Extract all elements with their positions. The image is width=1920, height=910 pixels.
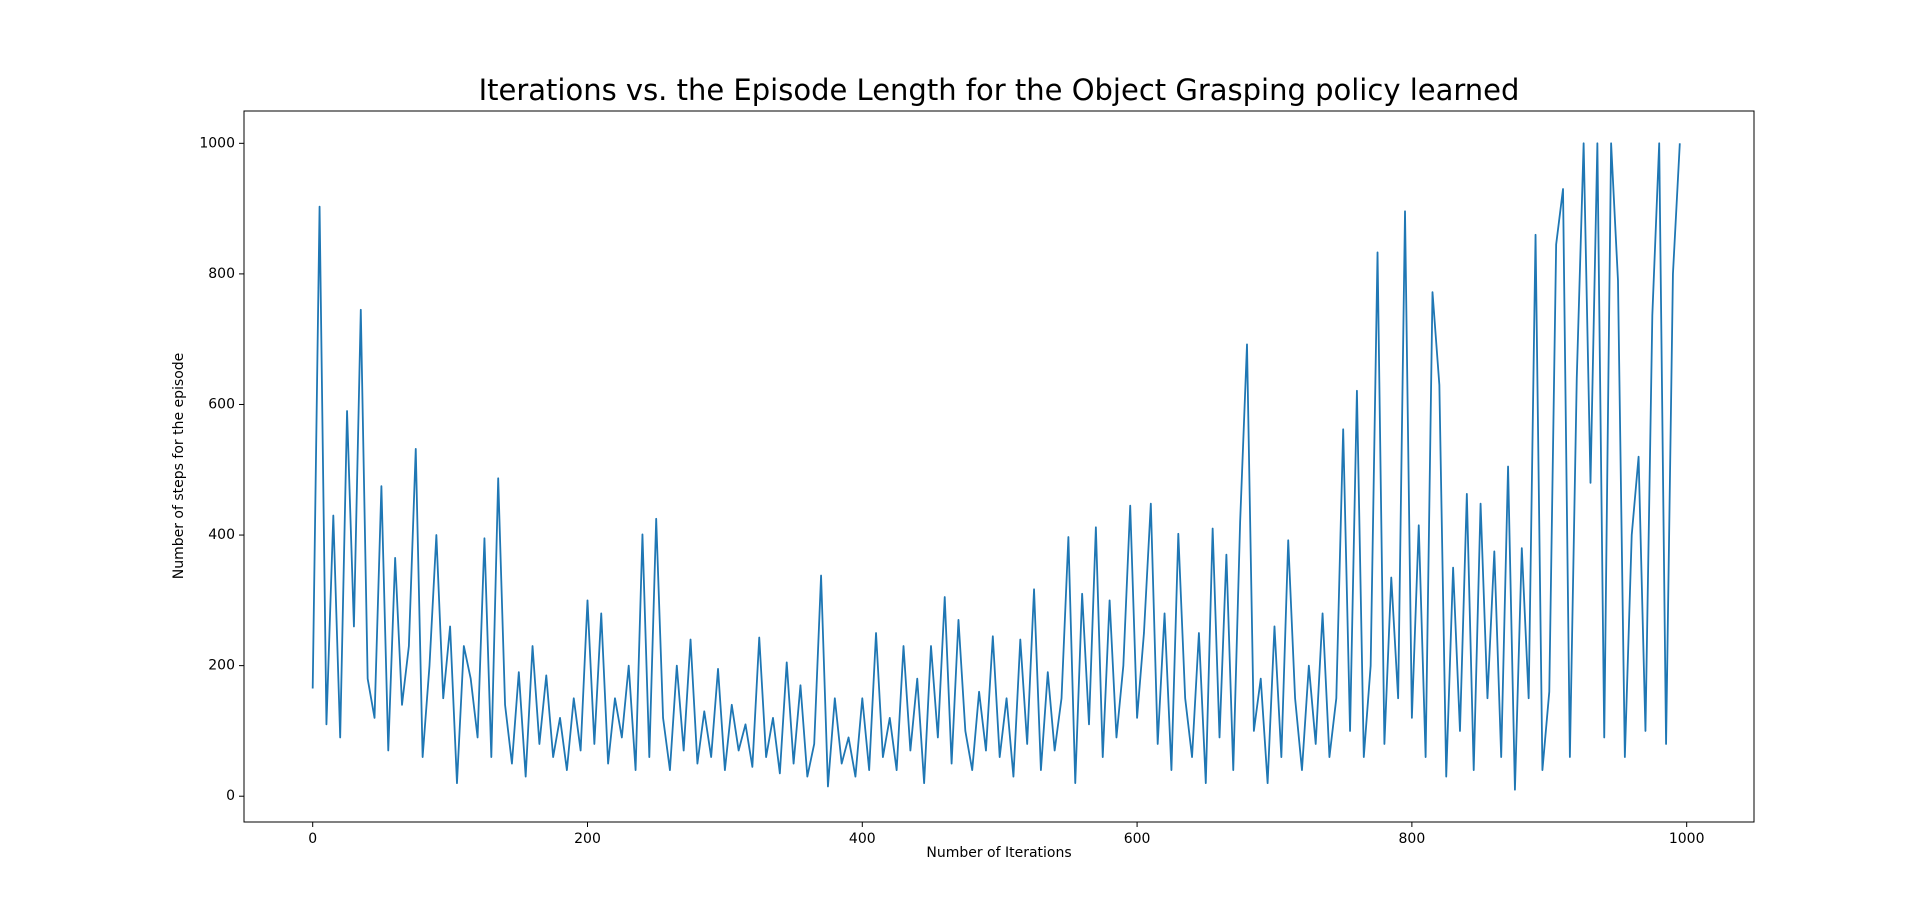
x-tick-label: 600 <box>1124 831 1151 847</box>
x-tick-label: 800 <box>1399 831 1426 847</box>
y-tick-label: 0 <box>226 788 235 804</box>
x-tick-label: 200 <box>574 831 601 847</box>
data-line <box>311 142 1681 791</box>
y-tick-label: 600 <box>208 396 235 412</box>
y-tick-label: 400 <box>208 527 235 543</box>
chart-title: Iterations vs. the Episode Length for th… <box>479 73 1520 107</box>
x-axis-label: Number of Iterations <box>926 845 1071 861</box>
plot-frame <box>243 110 1755 823</box>
x-tick-label: 400 <box>849 831 876 847</box>
y-tick-label: 1000 <box>199 135 235 151</box>
x-tick-label: 1000 <box>1669 831 1705 847</box>
y-tick-label: 800 <box>208 266 235 282</box>
y-tick-label: 200 <box>208 658 235 674</box>
x-tick-label: 0 <box>308 831 317 847</box>
y-axis-label: Number of steps for the episode <box>171 353 187 580</box>
